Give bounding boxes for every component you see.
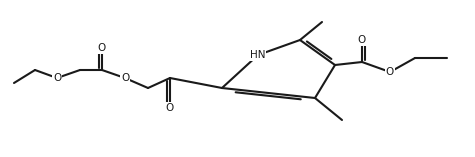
Text: O: O bbox=[121, 73, 129, 83]
Text: HN: HN bbox=[250, 50, 266, 60]
Text: O: O bbox=[386, 67, 394, 77]
Text: O: O bbox=[53, 73, 61, 83]
Text: O: O bbox=[358, 35, 366, 45]
Text: O: O bbox=[166, 103, 174, 113]
Text: O: O bbox=[98, 43, 106, 53]
